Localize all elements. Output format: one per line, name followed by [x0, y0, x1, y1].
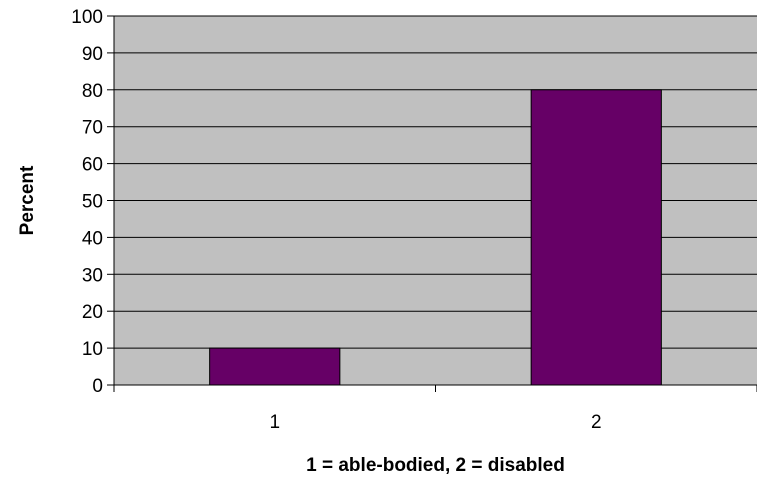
bars [209, 89, 662, 386]
y-tick-label: 0 [92, 376, 103, 397]
y-tick-label: 70 [82, 118, 103, 139]
y-tick-labels: 0 10 20 30 40 50 60 70 80 90 100 [71, 7, 103, 397]
x-tick-label: 2 [591, 412, 602, 433]
y-tick-label: 40 [82, 228, 103, 249]
y-tick-label: 90 [82, 44, 103, 65]
y-tick-label: 100 [71, 7, 103, 28]
y-tick-label: 50 [82, 192, 103, 213]
bar-2 [530, 89, 662, 386]
y-tick-label: 60 [82, 155, 103, 176]
axes [107, 15, 757, 392]
x-axis-title: 1 = able-bodied, 2 = disabled [306, 455, 565, 476]
y-tick-label: 20 [82, 302, 103, 323]
y-tick-label: 30 [82, 265, 103, 286]
x-tick-label: 1 [269, 412, 280, 433]
y-axis-title: Percent [17, 165, 38, 235]
y-tick-label: 80 [82, 81, 103, 102]
y-tick-label: 10 [82, 339, 103, 360]
bar-1 [209, 347, 341, 386]
